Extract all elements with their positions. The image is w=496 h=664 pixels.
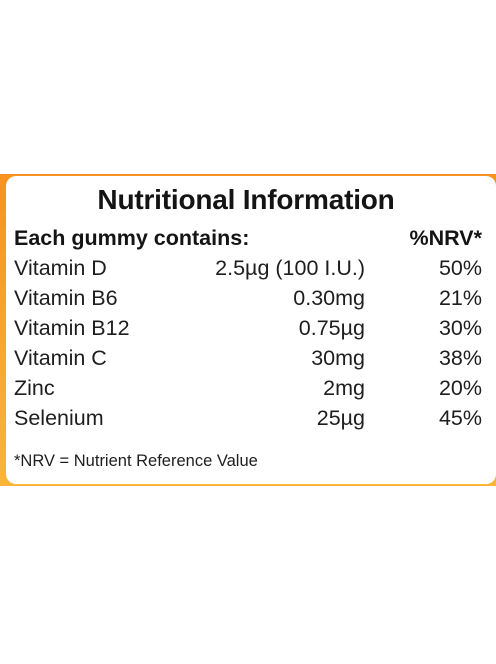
table-row: Vitamin C 30mg 38% [0,346,496,376]
nutrient-name: Selenium [14,406,104,430]
nutrient-nrv: 45% [438,406,482,430]
nutrient-name: Vitamin C [14,346,107,370]
nutrient-name: Vitamin B6 [14,286,118,310]
nutrient-amount: 2mg [323,376,365,400]
nutrient-name: Zinc [14,376,55,400]
nutrient-nrv: 20% [438,376,482,400]
table-row: Vitamin B6 0.30mg 21% [0,286,496,316]
table-row: Zinc 2mg 20% [0,376,496,406]
nutrient-amount: 2.5µg (100 I.U.) [215,256,365,280]
nutrient-nrv: 50% [438,256,482,280]
nutrition-panel [6,176,496,484]
nrv-footnote: *NRV = Nutrient Reference Value [14,452,258,470]
nutrient-amount: 0.30mg [293,286,365,310]
header-nrv-label: %NRV* [409,226,483,250]
nutrient-nrv: 30% [438,316,482,340]
table-row: Selenium 25µg 45% [0,406,496,436]
table-row: Vitamin B12 0.75µg 30% [0,316,496,346]
nutrient-name: Vitamin D [14,256,107,280]
nutrient-amount: 25µg [316,406,365,430]
nutrient-name: Vitamin B12 [14,316,130,340]
header-contains-label: Each gummy contains: [14,226,250,250]
nutrient-amount: 0.75µg [298,316,365,340]
nutrient-nrv: 21% [438,286,482,310]
table-header: Each gummy contains: %NRV* [0,226,496,256]
panel-title: Nutritional Information [97,184,395,215]
table-row: Vitamin D 2.5µg (100 I.U.) 50% [0,256,496,286]
nutrient-amount: 30mg [311,346,365,370]
nutrient-nrv: 38% [438,346,482,370]
